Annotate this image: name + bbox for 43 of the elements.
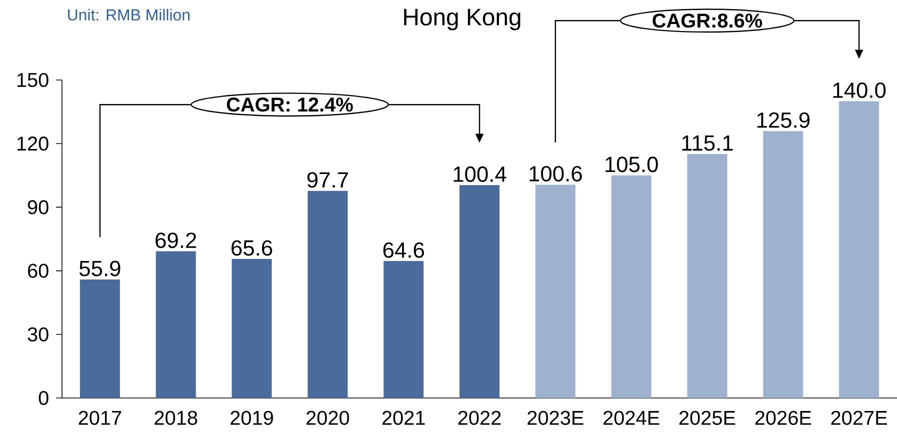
data-label: 140.0	[833, 82, 886, 98]
bar	[535, 184, 576, 398]
x-tick-label: 2022	[458, 410, 501, 425]
data-label: 105.0	[606, 156, 658, 172]
bar	[460, 185, 500, 398]
x-tick-label: 2024E	[604, 410, 660, 425]
x-tick-label: 2019	[230, 410, 273, 425]
bar	[232, 258, 272, 398]
bar	[611, 175, 652, 398]
x-tick-label: 2018	[154, 410, 198, 425]
text: CAGR:8.6%	[652, 14, 762, 28]
y-tick-label: 150	[17, 72, 48, 88]
x-tick-label: 2023E	[528, 410, 584, 425]
data-label: 125.9	[757, 112, 810, 128]
bar	[384, 261, 424, 398]
y-tick-label: 120	[17, 136, 48, 151]
bar	[687, 154, 728, 398]
data-label: 65.6	[232, 240, 272, 256]
y-tick-label: 90	[28, 200, 48, 214]
bar	[80, 279, 120, 398]
x-tick-label: 2027E	[831, 410, 887, 425]
y-tick-label: 30	[28, 327, 48, 342]
x-tick-label: 2021	[382, 410, 425, 425]
data-label: 100.6	[530, 166, 582, 182]
data-label: 55.9	[80, 260, 120, 276]
x-tick-label: 2025E	[679, 410, 736, 425]
y-axis-title: Unit: RMB Million	[68, 8, 190, 21]
bar	[156, 251, 196, 398]
data-label: 97.7	[307, 172, 348, 188]
bar	[763, 131, 804, 398]
data-label: 100.4	[454, 166, 506, 182]
x-tick-label: 2026E	[755, 410, 812, 425]
y-tick-label: 60	[28, 264, 48, 278]
x-tick-label: 2020	[306, 410, 350, 425]
bar	[308, 190, 348, 398]
data-label: 69.2	[156, 232, 196, 248]
y-tick-label: 0	[38, 390, 48, 406]
annotation: CAGR: 12.4%	[226, 98, 353, 112]
bar	[839, 101, 880, 398]
x-tick-label: 2017	[78, 410, 122, 425]
data-label: 115.1	[682, 135, 733, 151]
data-label: 64.6	[383, 242, 424, 258]
chart-title: Hong Kong	[404, 8, 520, 30]
